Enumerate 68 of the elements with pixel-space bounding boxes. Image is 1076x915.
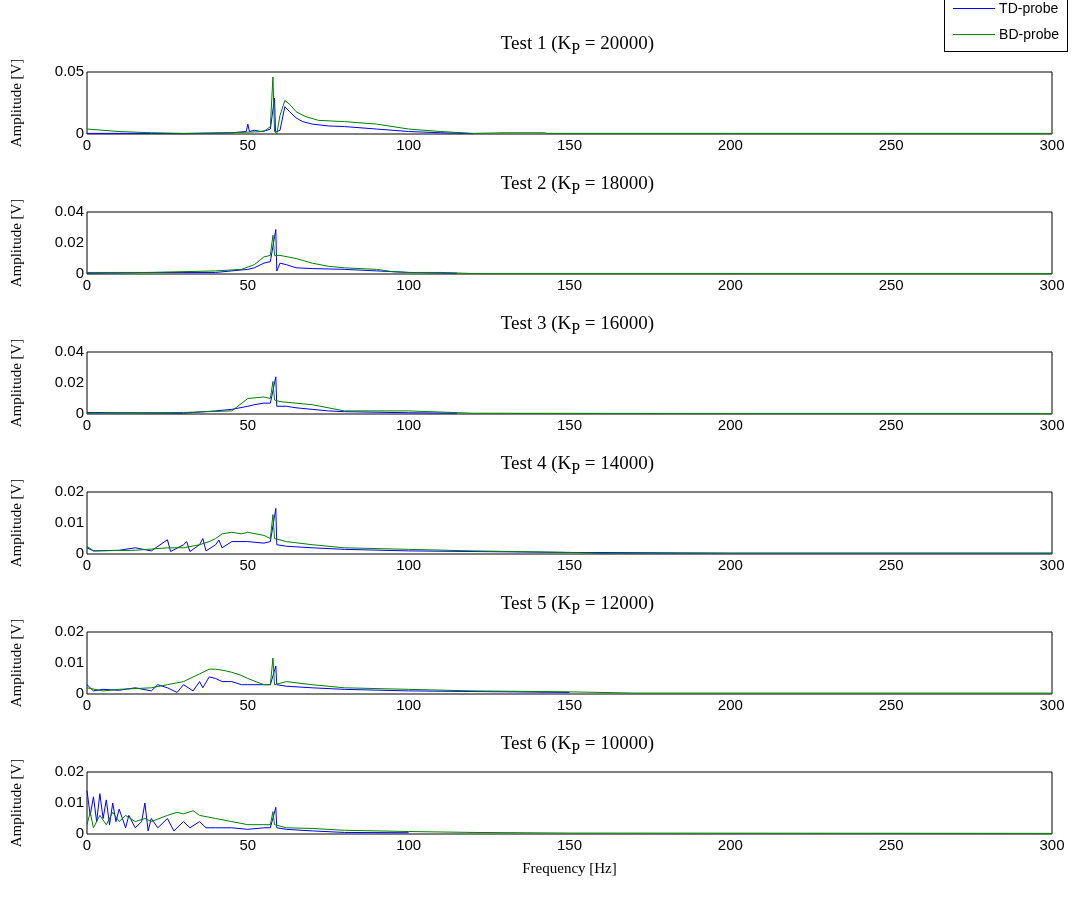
y-tick-label: 0 [75,824,84,842]
x-tick-label: 300 [1039,416,1065,434]
y-axis-title: Amplitude [V] [7,478,24,568]
x-tick-label: 100 [396,696,422,714]
y-tick-label: 0 [75,684,84,702]
x-tick-label: 250 [878,696,904,714]
y-axis-title: Amplitude [V] [7,338,24,428]
y-tick-label: 0 [75,124,84,142]
x-tick-label: 300 [1039,556,1065,574]
chart-title: Test 5 (K$_{P}$ = 12000) [500,592,655,619]
y-tick-label: 0.02 [54,233,84,251]
x-tick-label: 100 [396,136,422,154]
y-axis-title: Amplitude [V] [7,618,24,708]
y-tick-label: 0 [75,404,84,422]
y-tick-label: 0.04 [54,202,84,220]
y-tick-label: 0 [75,544,84,562]
x-tick-label: 200 [717,136,743,154]
y-axis-title: Amplitude [V] [7,758,24,848]
y-tick-label: 0.02 [54,482,84,500]
x-axis-title: Frequency [Hz] [522,859,617,876]
x-tick-label: 300 [1039,276,1065,294]
x-tick-label: 250 [878,556,904,574]
x-tick-label: 300 [1039,136,1065,154]
x-tick-label: 150 [556,416,583,434]
chart-title: Test 3 (K$_{P}$ = 16000) [500,312,655,339]
x-tick-label: 50 [239,836,257,854]
x-tick-label: 250 [878,276,904,294]
chart-title: Test 6 (K$_{P}$ = 10000) [500,732,655,759]
y-tick-label: 0.01 [54,793,84,811]
x-tick-label: 100 [396,556,422,574]
x-tick-label: 50 [239,136,257,154]
chart-title: Test 2 (K$_{P}$ = 18000) [500,172,655,199]
x-tick-label: 200 [717,276,743,294]
x-tick-label: 50 [239,276,257,294]
legend-label: TD-probe [999,0,1059,16]
x-tick-label: 150 [556,696,583,714]
x-tick-label: 50 [239,696,257,714]
x-tick-label: 150 [556,556,583,574]
x-tick-label: 150 [556,136,583,154]
x-tick-label: 200 [717,836,743,854]
y-tick-label: 0.04 [54,342,84,360]
x-tick-label: 150 [556,836,583,854]
x-tick-label: 100 [396,836,422,854]
x-tick-label: 300 [1039,836,1065,854]
x-tick-label: 300 [1039,696,1065,714]
y-tick-label: 0 [75,264,84,282]
chart-title: Test 4 (K$_{P}$ = 14000) [500,452,655,479]
x-tick-label: 250 [878,136,904,154]
y-tick-label: 0.02 [54,762,84,780]
legend-label: BD-probe [999,26,1059,42]
x-tick-label: 250 [878,836,904,854]
x-tick-label: 200 [717,416,743,434]
x-tick-label: 200 [717,556,743,574]
x-tick-label: 150 [556,276,583,294]
x-tick-label: 100 [396,276,422,294]
x-tick-label: 50 [239,416,257,434]
y-tick-label: 0.01 [54,653,84,671]
y-axis-title: Amplitude [V] [7,58,24,148]
y-tick-label: 0.01 [54,513,84,531]
x-tick-label: 250 [878,416,904,434]
x-tick-label: 200 [717,696,743,714]
x-tick-label: 50 [239,556,257,574]
y-tick-label: 0.02 [54,622,84,640]
y-tick-label: 0.05 [54,62,84,80]
y-axis-title: Amplitude [V] [7,198,24,288]
y-tick-label: 0.02 [54,373,84,391]
chart-title: Test 1 (K$_{P}$ = 20000) [500,32,655,59]
x-tick-label: 100 [396,416,422,434]
